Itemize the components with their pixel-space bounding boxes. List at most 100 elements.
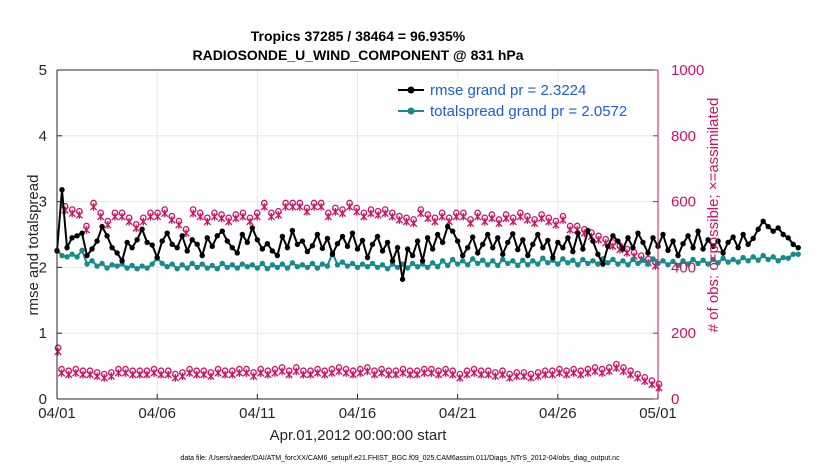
obs-assimilated-marker <box>65 370 73 379</box>
rmse-point <box>399 276 406 282</box>
rmse-point <box>234 250 240 256</box>
totalspread-point <box>59 252 65 259</box>
rmse-point <box>269 248 276 254</box>
obs-assimilated-marker <box>168 216 176 224</box>
rmse-series <box>54 187 801 282</box>
rmse-point <box>550 254 556 261</box>
rmse-point <box>485 231 491 238</box>
totalspread-point <box>725 259 731 265</box>
rmse-point <box>675 252 681 259</box>
rmse-point <box>459 252 466 259</box>
rmse-point <box>339 233 346 240</box>
obs-assimilated-marker <box>299 370 308 379</box>
obs-assimilated-marker <box>107 372 116 381</box>
rmse-point <box>114 250 120 256</box>
x-tick-label-1: 04/06 <box>138 405 176 422</box>
rmse-point <box>189 237 195 243</box>
rmse-point <box>159 238 165 244</box>
rmse-point <box>555 239 561 246</box>
obs-assimilated-marker <box>264 370 272 379</box>
totalspread-point <box>384 266 391 272</box>
totalspread-point <box>464 262 471 268</box>
rmse-point <box>795 244 801 251</box>
obs-assimilated-marker <box>257 369 265 377</box>
obs-assimilated-marker <box>434 370 443 379</box>
totalspread-point <box>259 260 266 267</box>
totalspread-point <box>745 258 751 264</box>
rmse-point <box>520 237 526 243</box>
y-right-tick-label-0: 0 <box>671 391 679 408</box>
x-tick-label-3: 04/16 <box>339 405 377 422</box>
rmse-point <box>605 243 611 250</box>
totalspread-point <box>159 260 165 267</box>
totalspread-point <box>740 254 746 261</box>
obs-count-series <box>54 199 663 392</box>
obs-assimilated-marker <box>185 369 194 377</box>
rmse-point <box>289 227 296 234</box>
rmse-point <box>595 251 601 257</box>
obs-assimilated-marker <box>57 369 66 377</box>
rmse-point <box>109 244 115 251</box>
rmse-point <box>780 231 786 238</box>
rmse-point <box>229 244 235 251</box>
totalspread-point <box>720 255 726 261</box>
obs-assimilated-marker <box>271 369 279 377</box>
obs-assimilated-marker <box>260 203 268 211</box>
obs-assimilated-marker <box>612 364 620 372</box>
totalspread-point <box>670 258 676 265</box>
rmse-point <box>705 237 711 243</box>
rmse-point <box>680 241 686 247</box>
totalspread-point <box>790 251 796 257</box>
obs-assimilated-marker <box>214 369 222 377</box>
chart-title-line2: RADIOSONDE_U_WIND_COMPONENT @ 831 hPa <box>192 47 523 63</box>
obs-assimilated-marker <box>324 212 332 221</box>
y-axis-right-label: # of obs: o=possible; ×=assimilated <box>705 98 722 333</box>
obs-assimilated-marker <box>93 372 101 381</box>
obs-assimilated-marker <box>484 370 492 379</box>
rmse-point <box>745 241 751 248</box>
totalspread-point <box>770 254 776 260</box>
obs-assimilated-marker <box>239 212 247 221</box>
totalspread-point <box>710 256 716 263</box>
totalspread-point <box>214 266 220 272</box>
totalspread-point <box>84 261 90 267</box>
totalspread-point <box>785 255 791 261</box>
rmse-point <box>119 258 125 264</box>
rmse-point <box>715 238 721 244</box>
totalspread-point <box>379 262 386 268</box>
rmse-point <box>169 241 175 248</box>
totalspread-point <box>510 258 516 264</box>
totalspread-point <box>349 260 356 267</box>
obs-assimilated-marker <box>367 209 375 218</box>
totalspread-point <box>339 259 346 265</box>
rmse-point <box>760 218 766 225</box>
rmse-point <box>89 246 95 252</box>
left-axis-ticks: 0 1 2 3 4 5 <box>39 62 62 408</box>
rmse-point <box>359 237 366 244</box>
obs-assimilated-marker <box>481 217 489 226</box>
obs-assimilated-marker <box>328 369 336 377</box>
rmse-point <box>670 238 676 244</box>
obs-assimilated-marker <box>72 369 80 377</box>
totalspread-point <box>199 261 205 267</box>
totalspread-point <box>224 264 230 271</box>
totalspread-point <box>239 261 246 267</box>
obs-assimilated-marker <box>349 370 357 379</box>
rmse-point <box>585 227 591 234</box>
totalspread-point <box>169 261 175 267</box>
totalspread-point <box>164 264 170 270</box>
obs-assimilated-marker <box>363 367 372 376</box>
rmse-point <box>319 245 326 252</box>
rmse-point <box>600 261 606 267</box>
obs-assimilated-marker <box>591 367 599 376</box>
x-axis-ticks: 04/01 04/06 04/11 04/16 04/21 04/26 05/01 <box>38 394 677 422</box>
totalspread-point <box>605 260 611 266</box>
rmse-point <box>154 254 160 261</box>
obs-assimilated-marker <box>175 221 183 229</box>
rmse-point <box>464 244 471 251</box>
legend-spread-label: totalspread grand pr = 2.0572 <box>430 103 627 120</box>
totalspread-point <box>640 257 646 263</box>
obs-assimilated-marker <box>68 209 76 218</box>
rmse-point <box>660 231 666 238</box>
rmse-point <box>79 230 85 236</box>
